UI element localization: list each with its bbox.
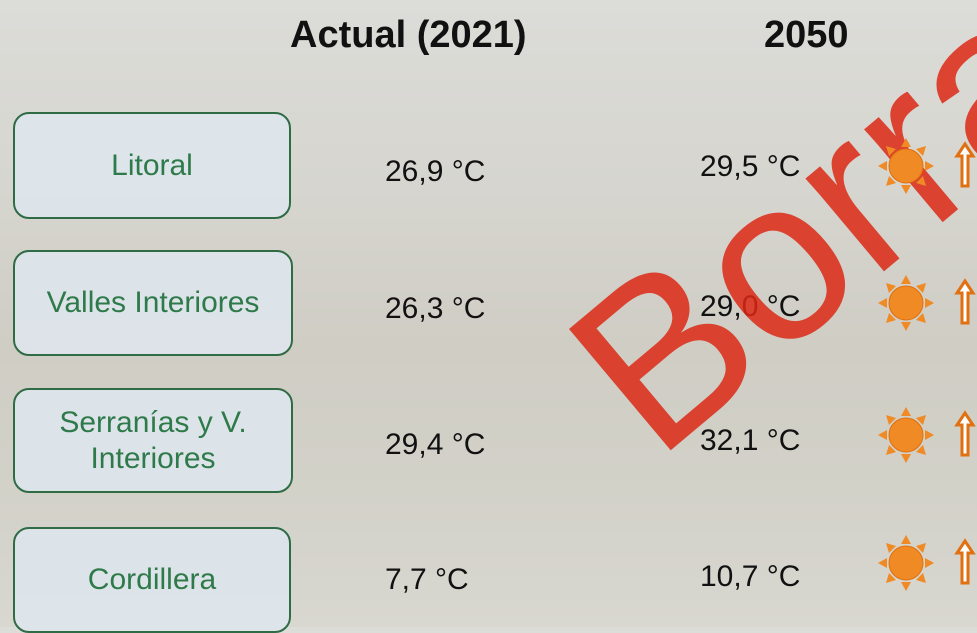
region-box: Cordillera [13,527,291,633]
actual-temp: 26,3 °C [385,292,485,326]
future-temp: 10,7 °C [700,560,800,594]
region-box: Valles Interiores [13,250,293,356]
region-box: Serranías y V. Interiores [13,388,293,493]
actual-temp: 29,4 °C [385,428,485,462]
actual-temp: 7,7 °C [385,563,469,597]
sun-arrow-icon [876,136,977,196]
actual-temp: 26,9 °C [385,155,485,189]
slide: Actual (2021) 2050 Litoral 26,9 °C 29,5 … [0,0,977,627]
sun-arrow-icon [876,533,977,593]
region-box: Litoral [13,112,291,219]
sun-arrow-icon [876,273,977,333]
header-actual: Actual (2021) [290,14,527,57]
sun-arrow-icon [876,405,977,465]
